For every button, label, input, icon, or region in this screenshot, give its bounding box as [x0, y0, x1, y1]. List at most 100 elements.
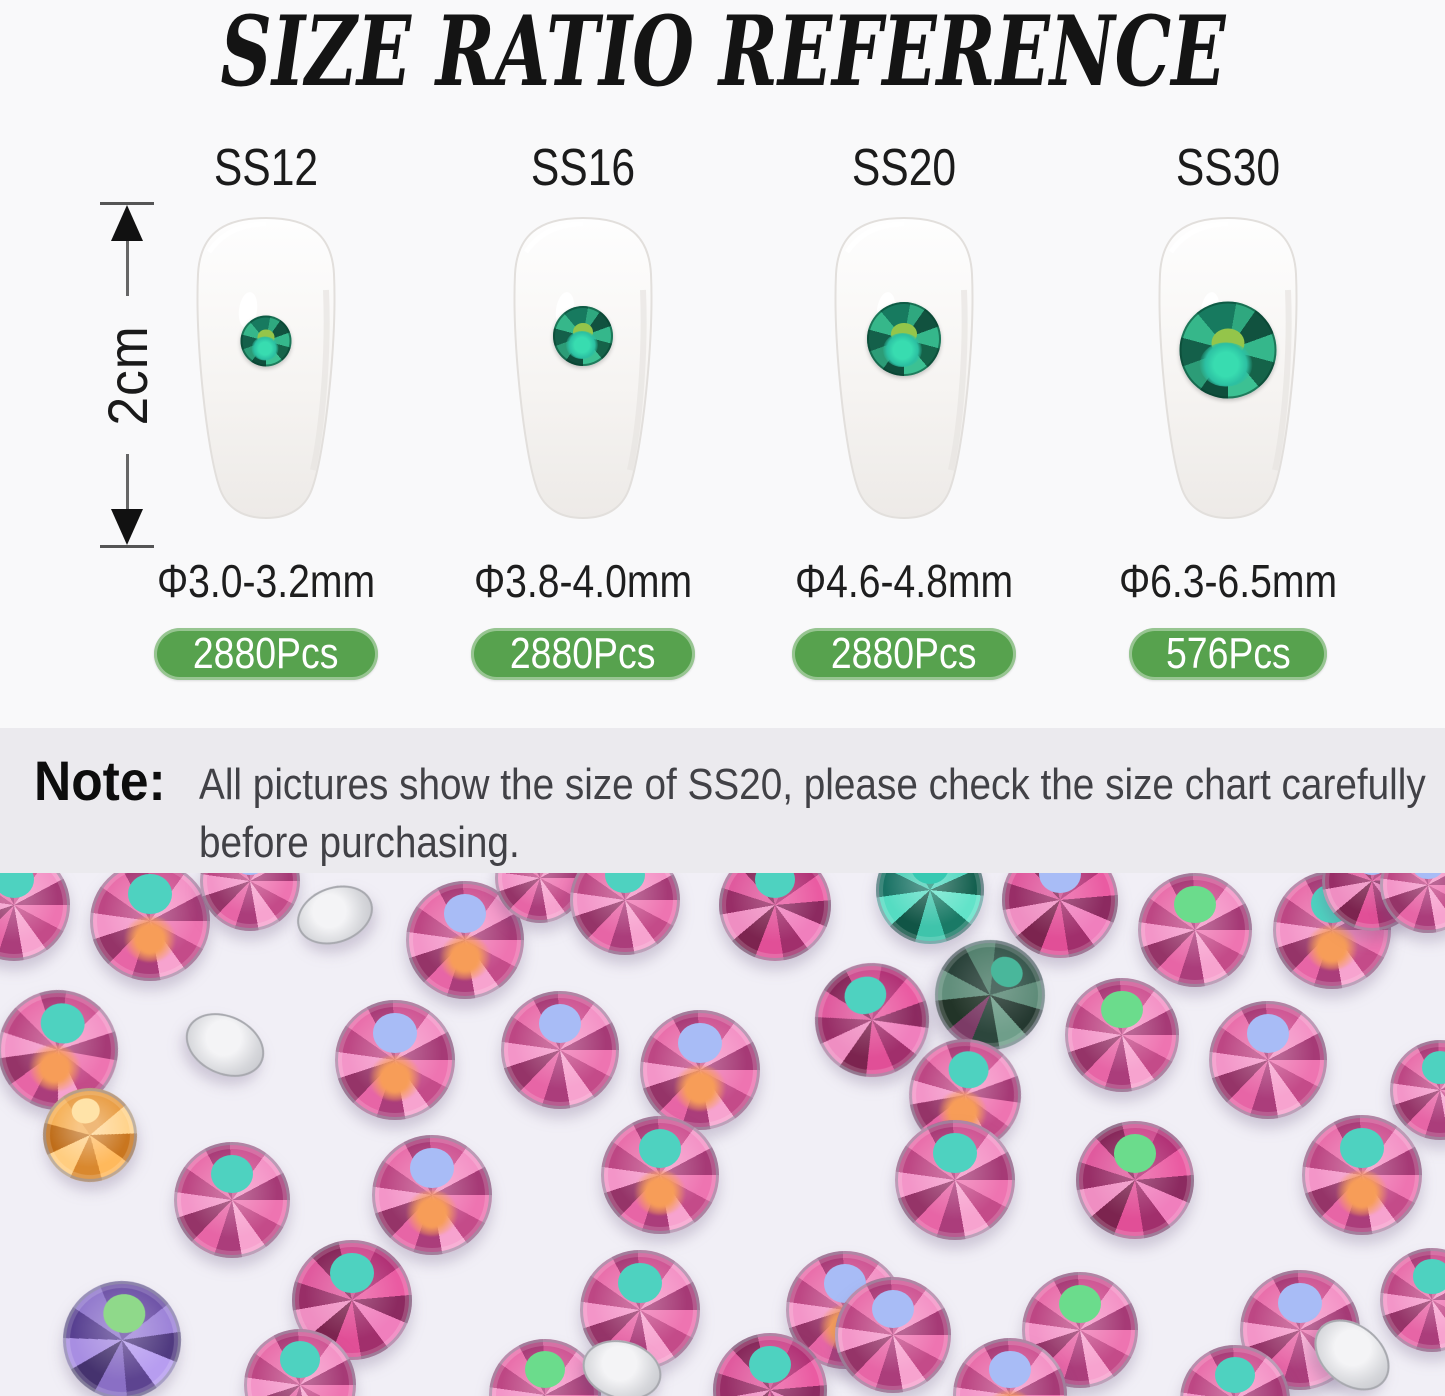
top-facet — [618, 1263, 662, 1303]
size-column-ss12: SS12 Φ3.0-3.2mm 2880Pcs — [106, 140, 426, 680]
ruler-shaft-bottom — [125, 454, 129, 509]
top-facet — [37, 1000, 88, 1047]
rhinestone — [719, 873, 831, 961]
top-facet — [1413, 1259, 1445, 1294]
glow-facet — [368, 1055, 422, 1101]
rhinestone — [953, 1338, 1067, 1396]
ruler-bottom-cap — [100, 545, 154, 548]
rhinestone-face — [58, 1276, 186, 1396]
top-facet — [840, 971, 891, 1019]
rhinestone — [1380, 1248, 1445, 1352]
top-facet — [101, 1292, 148, 1335]
page-title-text: SIZE RATIO REFERENCE — [220, 0, 1225, 108]
top-facet — [678, 1023, 722, 1063]
size-column-ss20: SS20 Φ4.6-4.8mm 2880Pcs — [744, 140, 1064, 680]
rhinestone — [372, 1135, 492, 1255]
nail-tip-graphic — [196, 216, 336, 520]
rhinestone-face — [200, 873, 300, 931]
rhinestone — [876, 873, 984, 944]
top-facet — [1101, 990, 1143, 1029]
top-facet — [1410, 873, 1445, 880]
rhinestone-face — [288, 875, 382, 955]
glow-facet — [439, 935, 491, 981]
count-badge: 2880Pcs — [154, 628, 378, 680]
green-rhinestone-ss30 — [1179, 301, 1277, 399]
rhinestone-face — [1209, 1001, 1327, 1119]
rhinestone — [1138, 873, 1252, 987]
rhinestone-face — [335, 1000, 455, 1120]
rhinestone — [1065, 978, 1179, 1092]
nail-tip-ss20 — [814, 212, 994, 532]
arrow-down-icon — [111, 509, 143, 545]
top-facet — [69, 1096, 102, 1126]
top-facet — [232, 873, 268, 875]
top-facet — [0, 873, 35, 899]
top-facet — [1059, 1284, 1101, 1324]
rhinestone-face — [406, 881, 524, 999]
rhinestone — [200, 873, 300, 931]
glow-facet — [984, 1390, 1036, 1396]
rhinestone — [501, 991, 619, 1109]
rhinestone — [174, 1142, 290, 1258]
rhinestone-face — [1180, 1345, 1290, 1396]
rhinestone-face — [1138, 873, 1252, 987]
top-facet — [1039, 873, 1081, 894]
rhinestone-face — [1002, 873, 1118, 958]
top-facet — [910, 873, 950, 884]
top-facet — [373, 1013, 417, 1053]
rhinestone-face — [90, 873, 210, 981]
top-facet — [933, 1133, 977, 1173]
diameter-label: Φ6.3-6.5mm — [1118, 555, 1338, 607]
rhinestone-face — [640, 1010, 760, 1130]
rhinestone-face — [372, 1135, 492, 1255]
rhinestone — [0, 873, 70, 961]
top-facet — [410, 1148, 454, 1188]
note-label: Note: — [34, 749, 166, 812]
rhinestone — [90, 873, 210, 981]
rhinestone — [35, 1080, 145, 1190]
glow-facet — [405, 1190, 459, 1236]
nail-tip-graphic — [513, 216, 653, 520]
top-facet — [605, 873, 645, 894]
ruler-shaft-top — [125, 241, 129, 296]
note-line-1: All pictures show the size of SS20, plea… — [199, 760, 1426, 809]
top-facet — [443, 893, 487, 933]
rhinestone — [601, 1116, 719, 1234]
rhinestone-flatback — [288, 875, 382, 955]
arrow-up-icon — [111, 205, 143, 241]
rhinestone-face — [1065, 978, 1179, 1092]
count-badge: 2880Pcs — [792, 628, 1016, 680]
rhinestones-photo — [0, 873, 1445, 1396]
size-column-ss30: SS30 Φ6.3-6.5mm 576Pcs — [1068, 140, 1388, 680]
note-text: All pictures show the size of SS20, plea… — [199, 750, 1445, 872]
rhinestone-face — [174, 1142, 290, 1258]
rhinestone-face — [1302, 1115, 1422, 1235]
rhinestone — [895, 1120, 1015, 1240]
count-label: 576Pcs — [1165, 629, 1291, 678]
size-code-label: SS30 — [1175, 139, 1281, 197]
top-facet — [945, 1048, 992, 1092]
rhinestone — [244, 1329, 356, 1396]
rhinestone — [406, 881, 524, 999]
top-facet — [638, 1128, 682, 1168]
glow-facet — [123, 916, 177, 962]
top-facet — [989, 1350, 1031, 1389]
note-line-2: before purchasing. — [199, 818, 520, 867]
count-label: 2880Pcs — [831, 629, 977, 678]
rhinestone-face — [1380, 1248, 1445, 1352]
rhinestone-face — [175, 1000, 275, 1090]
size-code-label: SS20 — [851, 139, 957, 197]
rhinestone-face — [835, 1277, 951, 1393]
rhinestone — [58, 1276, 186, 1396]
rhinestone-face — [0, 873, 70, 961]
glow-facet — [673, 1065, 727, 1111]
size-reference-section: SIZE RATIO REFERENCE 2cm SS12 — [0, 0, 1445, 680]
size-column-ss16: SS16 Φ3.8-4.0mm 2880Pcs — [423, 140, 743, 680]
page-title: SIZE RATIO REFERENCE — [0, 0, 1445, 100]
glow-facet — [24, 1040, 85, 1095]
rhinestone-face — [895, 1120, 1015, 1240]
rhinestone-face — [713, 1333, 827, 1396]
rhinestone — [640, 1010, 760, 1130]
glow-facet — [1335, 1170, 1389, 1216]
